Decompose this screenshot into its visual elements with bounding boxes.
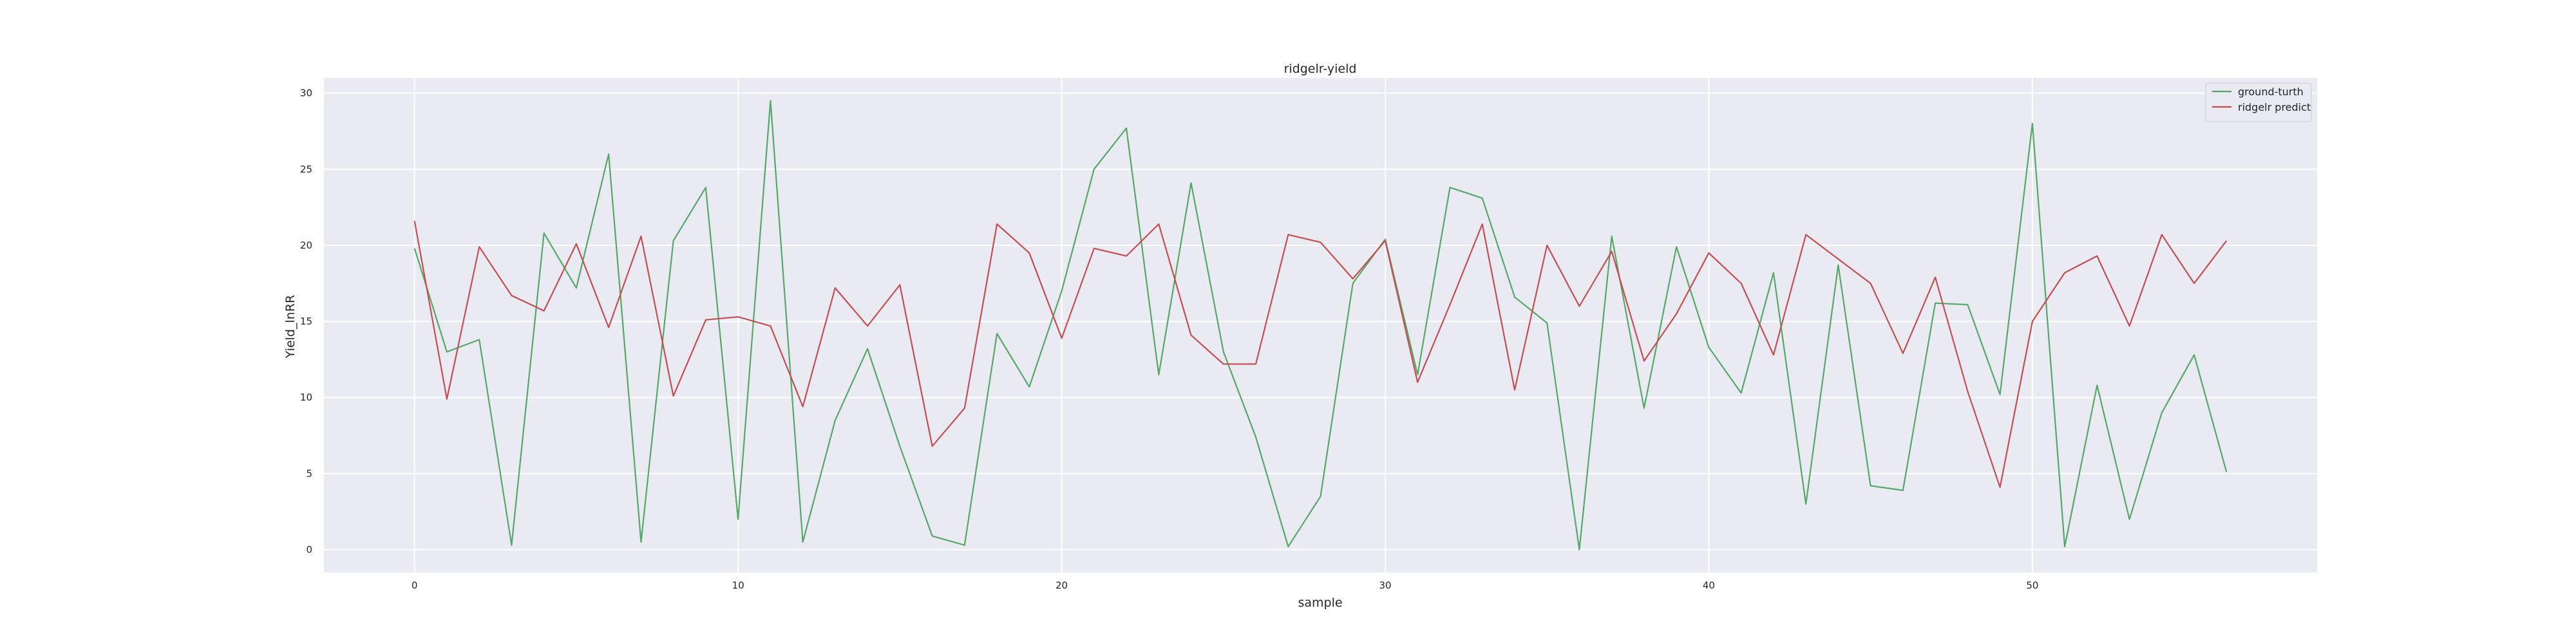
y-axis-label: Yield_lnRR xyxy=(283,295,298,359)
chart-title: ridgelr-yield xyxy=(1284,62,1357,76)
y-tick-label: 25 xyxy=(300,164,312,175)
x-axis-label: sample xyxy=(1298,596,1342,610)
x-tick-label: 30 xyxy=(1379,580,1391,591)
series-line-2 xyxy=(413,220,2228,488)
plot-background xyxy=(324,78,2317,573)
x-axis-ticks: 0 10 20 30 40 50 xyxy=(412,580,2038,591)
y-axis-ticks: 0 5 10 15 20 25 30 xyxy=(300,88,312,556)
legend-label: ridgelr predict xyxy=(2238,101,2311,113)
x-tick-label: 0 xyxy=(412,580,418,591)
y-tick-label: 20 xyxy=(300,240,312,251)
x-tick-label: 10 xyxy=(732,580,744,591)
x-tick-label: 40 xyxy=(1703,580,1715,591)
legend: ground-turth ridgelr predict xyxy=(2205,82,2312,122)
x-tick-label: 50 xyxy=(2026,580,2038,591)
y-tick-label: 15 xyxy=(300,316,312,327)
y-tick-label: 5 xyxy=(306,468,312,479)
y-tick-label: 30 xyxy=(300,88,312,99)
y-tick-label: 10 xyxy=(300,392,312,403)
series-layer xyxy=(413,100,2228,551)
x-tick-label: 20 xyxy=(1056,580,1068,591)
legend-box xyxy=(2205,82,2312,122)
legend-label: ground-turth xyxy=(2238,86,2304,98)
series-line-1 xyxy=(413,100,2228,551)
y-tick-label: 0 xyxy=(306,544,312,556)
